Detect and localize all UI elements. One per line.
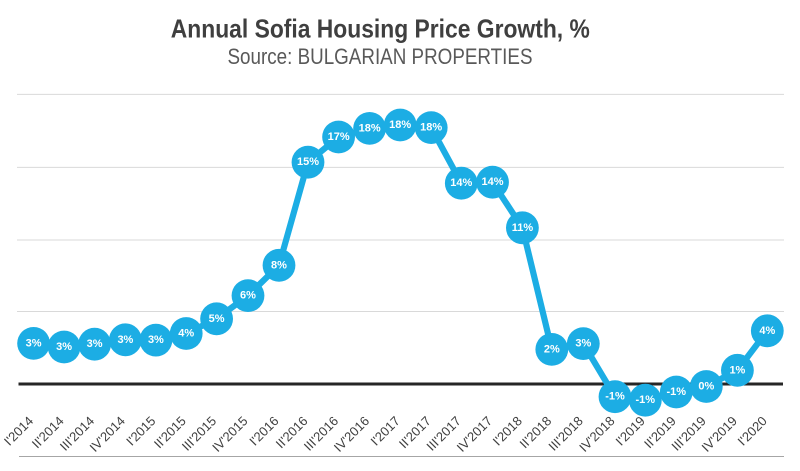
svg-text:6%: 6% xyxy=(240,290,256,302)
svg-text:18%: 18% xyxy=(420,122,442,134)
svg-text:4%: 4% xyxy=(759,325,775,337)
svg-text:3%: 3% xyxy=(117,334,133,346)
svg-text:0%: 0% xyxy=(698,381,714,393)
svg-text:Annual Sofia Housing Price Gro: Annual Sofia Housing Price Growth, % xyxy=(171,14,590,44)
svg-text:8%: 8% xyxy=(271,259,287,271)
svg-text:3%: 3% xyxy=(575,338,591,350)
svg-text:-1%: -1% xyxy=(667,386,687,398)
svg-text:15%: 15% xyxy=(297,156,319,168)
svg-text:4%: 4% xyxy=(178,328,194,340)
svg-text:Source: BULGARIAN PROPERTIES: Source: BULGARIAN PROPERTIES xyxy=(228,44,533,69)
svg-text:14%: 14% xyxy=(450,177,472,189)
svg-text:-1%: -1% xyxy=(636,394,656,406)
svg-text:18%: 18% xyxy=(389,119,411,131)
svg-text:3%: 3% xyxy=(148,334,164,346)
svg-text:3%: 3% xyxy=(87,338,103,350)
svg-text:2%: 2% xyxy=(544,343,560,355)
svg-text:1%: 1% xyxy=(729,364,745,376)
svg-text:14%: 14% xyxy=(481,176,503,188)
svg-text:5%: 5% xyxy=(209,313,225,325)
svg-text:3%: 3% xyxy=(26,337,42,349)
svg-text:17%: 17% xyxy=(328,131,350,143)
svg-text:3%: 3% xyxy=(56,341,72,353)
svg-text:11%: 11% xyxy=(512,222,534,234)
svg-text:-1%: -1% xyxy=(605,391,625,403)
svg-text:18%: 18% xyxy=(359,122,381,134)
